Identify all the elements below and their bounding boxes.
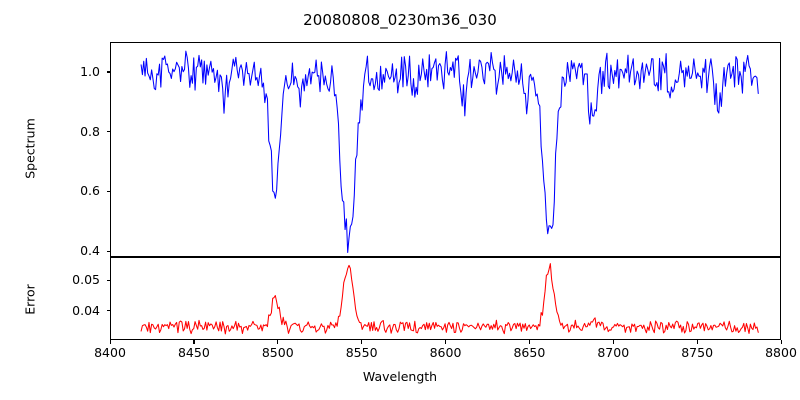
x-tick-label: 8650 bbox=[513, 345, 546, 360]
y-tick-mark-spectrum bbox=[106, 190, 110, 192]
spectrum-trace bbox=[140, 50, 759, 253]
spectrum-plot-area bbox=[140, 50, 759, 253]
y-tick-label-error: 0.05 bbox=[72, 272, 100, 288]
y-tick-mark-spectrum bbox=[106, 131, 110, 133]
x-tick-label: 8750 bbox=[681, 345, 714, 360]
y-tick-label-spectrum: 0.6 bbox=[80, 183, 100, 199]
error-trace bbox=[140, 263, 759, 335]
y-axis-label-spectrum: Spectrum bbox=[22, 118, 38, 179]
y-tick-label-spectrum: 1.0 bbox=[80, 63, 100, 79]
x-tick-label: 8600 bbox=[429, 345, 462, 360]
y-tick-mark-spectrum bbox=[106, 71, 110, 73]
x-tick-mark bbox=[780, 340, 782, 344]
error-plot-area bbox=[140, 263, 759, 335]
y-axis-label-error: Error bbox=[22, 284, 38, 315]
x-tick-mark bbox=[696, 340, 698, 344]
spectrum-panel bbox=[110, 42, 781, 257]
x-tick-label: 8450 bbox=[177, 345, 210, 360]
x-tick-mark bbox=[277, 340, 279, 344]
x-tick-mark bbox=[612, 340, 614, 344]
x-tick-mark bbox=[361, 340, 363, 344]
y-tick-mark-spectrum bbox=[106, 250, 110, 252]
x-tick-label: 8700 bbox=[597, 345, 630, 360]
chart-title: 20080808_0230m36_030 bbox=[303, 11, 497, 29]
x-tick-label: 8550 bbox=[345, 345, 378, 360]
x-tick-label: 8800 bbox=[765, 345, 797, 360]
y-tick-label-error: 0.04 bbox=[72, 302, 100, 318]
y-tick-mark-error bbox=[106, 310, 110, 312]
y-tick-mark-error bbox=[106, 279, 110, 281]
x-tick-mark bbox=[193, 340, 195, 344]
x-tick-mark bbox=[109, 340, 111, 344]
x-tick-mark bbox=[528, 340, 531, 344]
x-tick-label: 8500 bbox=[261, 345, 294, 360]
y-tick-label-spectrum: 0.8 bbox=[80, 123, 100, 139]
x-tick-mark bbox=[445, 340, 447, 344]
x-axis-label: Wavelength bbox=[362, 369, 438, 384]
error-panel bbox=[110, 257, 781, 340]
x-tick-label: 8400 bbox=[94, 345, 126, 360]
y-tick-label-spectrum: 0.4 bbox=[80, 243, 100, 259]
